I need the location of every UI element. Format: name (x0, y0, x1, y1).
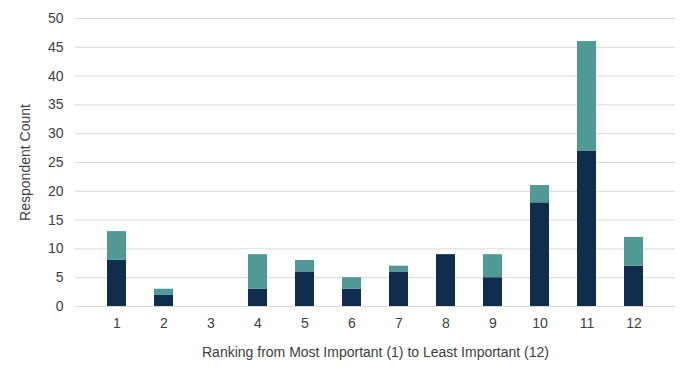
svg-text:50: 50 (48, 10, 64, 26)
svg-text:4: 4 (254, 315, 262, 331)
svg-text:35: 35 (48, 96, 64, 112)
svg-text:Respondent Count: Respondent Count (17, 104, 33, 221)
svg-text:7: 7 (395, 315, 403, 331)
svg-text:6: 6 (348, 315, 356, 331)
svg-text:20: 20 (48, 183, 64, 199)
svg-text:10: 10 (532, 315, 548, 331)
svg-text:5: 5 (56, 269, 64, 285)
svg-text:10: 10 (48, 240, 64, 256)
svg-text:9: 9 (489, 315, 497, 331)
svg-text:30: 30 (48, 125, 64, 141)
svg-text:0: 0 (56, 298, 64, 314)
svg-text:Ranking from Most Important (1: Ranking from Most Important (1) to Least… (202, 344, 549, 360)
svg-text:25: 25 (48, 154, 64, 170)
svg-text:1: 1 (113, 315, 121, 331)
svg-text:11: 11 (580, 315, 595, 331)
svg-text:40: 40 (48, 68, 64, 84)
svg-text:15: 15 (48, 212, 64, 228)
svg-text:3: 3 (207, 315, 215, 331)
svg-text:8: 8 (442, 315, 450, 331)
svg-text:5: 5 (301, 315, 309, 331)
svg-text:2: 2 (160, 315, 168, 331)
svg-text:12: 12 (626, 315, 642, 331)
svg-text:45: 45 (48, 39, 64, 55)
